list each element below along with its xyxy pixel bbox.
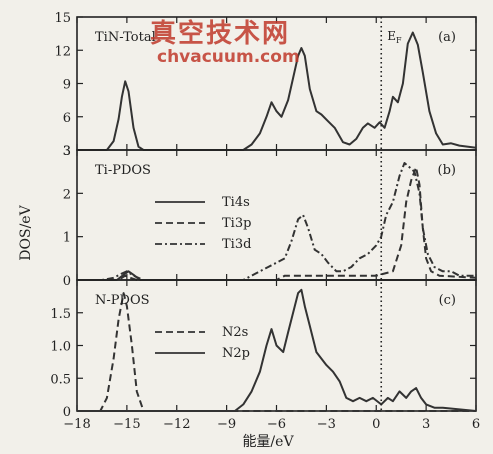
y-tick-label: 1.0 xyxy=(50,340,71,355)
x-tick-label: −6 xyxy=(267,417,286,432)
panel-a: 3 6 9 12 15 TiN-Total (a) xyxy=(54,11,477,159)
x-tick-label: −9 xyxy=(217,417,236,432)
y-tick-label: 1 xyxy=(63,231,71,246)
panel-c: 0 0.5 1.0 1.5 N-PDOS (c) N2s N2p xyxy=(50,279,477,420)
y-tick-label: 0.5 xyxy=(50,372,71,387)
panel-label: (b) xyxy=(438,163,456,178)
y-axis-label: DOS/eV xyxy=(18,204,34,260)
x-tick-label: −12 xyxy=(163,417,190,432)
series-line-n2s xyxy=(77,292,476,412)
watermark-logo: 真空技术网 chvacuum.com xyxy=(150,18,300,67)
y-tick-label: 3 xyxy=(63,144,71,159)
y-tick-label: 9 xyxy=(63,78,71,93)
svg-text:真空技术网: 真空技术网 xyxy=(150,18,290,49)
y-tick-label: 3 xyxy=(63,144,71,159)
x-tick-label: −15 xyxy=(113,417,140,432)
y-tick-label: 6 xyxy=(63,111,71,126)
y-tick-label: 15 xyxy=(54,11,71,26)
svg-text:chvacuum.com: chvacuum.com xyxy=(157,47,300,67)
legend-label: Ti3d xyxy=(222,237,251,252)
series-line-total xyxy=(77,31,477,151)
x-tick-label: −18 xyxy=(63,417,90,432)
legend-label: Ti4s xyxy=(222,195,250,210)
panel-title: N-PDOS xyxy=(95,293,150,308)
series-line-n2p xyxy=(77,288,477,412)
x-tick-label: 0 xyxy=(372,417,380,432)
panel-title: TiN-Total xyxy=(95,30,156,45)
y-tick-label: 1.5 xyxy=(50,307,71,322)
legend-label: Ti3p xyxy=(222,216,251,231)
y-tick-label: 0 xyxy=(63,274,71,289)
panel-label: (a) xyxy=(438,30,456,45)
panel-label: (c) xyxy=(439,293,456,308)
y-tick-label: 2 xyxy=(63,187,71,202)
panel-title: Ti-PDOS xyxy=(95,163,151,178)
legend-label: N2s xyxy=(222,325,248,340)
x-tick-label: −3 xyxy=(317,417,336,432)
y-tick-label: 12 xyxy=(54,44,71,59)
x-axis-label: 能量/eV xyxy=(242,434,294,450)
x-tick-label: 6 xyxy=(472,417,480,432)
series-line-ti3p xyxy=(77,166,477,281)
y-tick-label: 0 xyxy=(63,405,71,420)
x-tick-label: 3 xyxy=(422,417,430,432)
legend-label: N2p xyxy=(222,346,250,361)
